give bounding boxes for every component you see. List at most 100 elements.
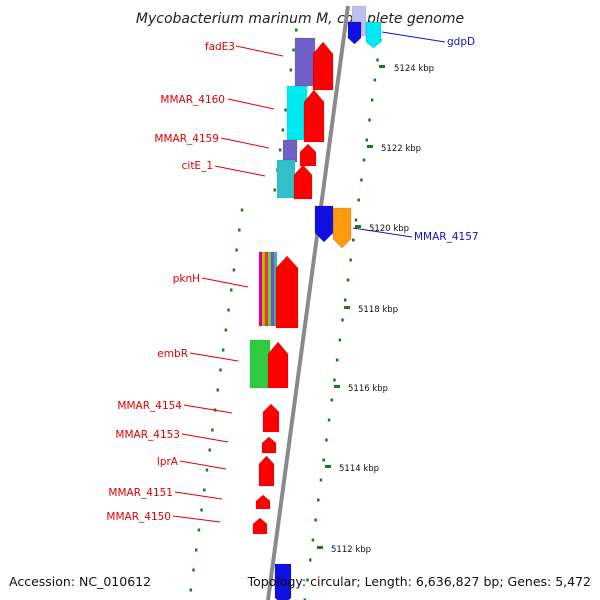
guide-dot <box>208 448 211 452</box>
guide-dot <box>303 598 307 600</box>
tick-label-5114: 5114 kbp <box>339 464 379 474</box>
leader-line <box>381 31 446 43</box>
gene-label-mmar4159[interactable]: MMAR_4159 <box>154 133 219 145</box>
guide-dot <box>360 178 363 182</box>
kbp-ticks <box>317 65 385 549</box>
guide-dot <box>240 208 244 212</box>
gene-box <box>249 339 271 389</box>
guide-dot <box>203 488 206 492</box>
guide-dot <box>343 298 347 302</box>
guide-dot <box>376 58 379 62</box>
guide-dot <box>322 458 325 462</box>
gene-box <box>282 139 298 163</box>
gene-label-mmar4154[interactable]: MMAR_4154 <box>117 400 182 412</box>
gene-label-mmar4160[interactable]: MMAR_4160 <box>160 94 225 106</box>
gene-label-mmar4157[interactable]: MMAR_4157 <box>414 231 479 243</box>
tick-mark <box>334 385 340 388</box>
leader-line <box>174 491 223 500</box>
gene-stripe <box>261 251 266 327</box>
guide-dot <box>362 158 366 162</box>
guide-dot <box>335 358 339 362</box>
gene-arrow <box>347 21 362 45</box>
tick-label-5120: 5120 kbp <box>369 224 409 234</box>
guide-dot <box>295 28 298 32</box>
gene-label-mmar4150[interactable]: MMAR_4150 <box>106 511 171 523</box>
guide-dot <box>221 348 225 352</box>
gene-label-pknh[interactable]: pknH <box>173 273 200 285</box>
guide-dot <box>238 228 241 232</box>
guide-dot <box>368 118 371 122</box>
gene-label-mmar4153[interactable]: MMAR_4153 <box>115 429 180 441</box>
gene-arrow <box>299 143 317 167</box>
gene-label-embr[interactable]: embR <box>157 348 188 360</box>
tick-mark <box>325 465 331 468</box>
guide-dot <box>341 318 344 322</box>
guide-dot <box>235 248 238 252</box>
gene-features <box>249 5 382 600</box>
gene-arrow <box>303 89 325 143</box>
accession-text: Accession: NC_010612 <box>9 574 151 589</box>
gene-label-gdpd[interactable]: gdpD <box>447 36 475 48</box>
guide-dot <box>333 378 336 382</box>
guide-dot <box>219 368 222 372</box>
guide-dot <box>354 218 358 222</box>
guide-dot <box>352 238 355 242</box>
gene-arrow <box>274 563 292 600</box>
tick-label-5122: 5122 kbp <box>381 144 421 154</box>
leader-line <box>183 404 233 414</box>
guide-dot <box>205 468 209 472</box>
genome-backbone <box>266 5 350 600</box>
guide-dot <box>192 568 195 572</box>
guide-dot <box>365 138 369 142</box>
genome-title: Mycobacterium marinum M, complete genome <box>136 11 464 27</box>
guide-dot <box>338 338 342 342</box>
label-leaders <box>172 31 446 523</box>
guide-dot <box>281 128 285 132</box>
tick-label-5116: 5116 kbp <box>348 384 388 394</box>
guide-dot <box>308 558 312 562</box>
leader-line <box>352 227 413 238</box>
tick-mark <box>344 306 350 309</box>
gene-label-cite1[interactable]: citE_1 <box>182 160 213 172</box>
gene-arrow <box>332 207 352 249</box>
guide-dot <box>284 108 287 112</box>
tick-label-5118: 5118 kbp <box>358 305 398 315</box>
gene-label-mmar4151[interactable]: MMAR_4151 <box>108 487 173 499</box>
leader-line <box>214 165 266 177</box>
gene-arrow <box>365 21 382 49</box>
gene-stripe <box>258 251 263 327</box>
guide-dot <box>232 268 236 272</box>
guide-dot <box>189 588 193 592</box>
gene-label-lpra[interactable]: lprA <box>157 456 179 468</box>
gene-arrow <box>255 494 271 510</box>
gene-stripe <box>264 251 269 327</box>
guide-dot <box>311 538 315 542</box>
guide-dot <box>227 308 230 312</box>
leader-line <box>189 352 239 362</box>
guide-dot <box>357 198 360 202</box>
gene-arrow <box>314 205 334 243</box>
guide-dot <box>229 288 233 292</box>
guide-dot <box>216 388 220 392</box>
gene-arrow <box>312 41 334 91</box>
gene-arrow <box>261 436 277 454</box>
guide-dot <box>314 518 317 522</box>
gene-label-fade3[interactable]: fadE3 <box>205 41 235 53</box>
tick-mark <box>367 145 373 148</box>
guide-dot <box>224 328 228 332</box>
guide-dot <box>373 78 377 82</box>
guide-dot <box>330 398 334 402</box>
gene-arrow <box>258 455 275 487</box>
guide-dot <box>292 48 295 52</box>
leader-line <box>179 460 227 470</box>
gene-box <box>276 159 296 199</box>
leader-line <box>220 137 270 149</box>
guide-dot <box>289 68 293 72</box>
guide-dot <box>306 578 309 582</box>
tick-mark <box>355 225 361 228</box>
tick-label-5124: 5124 kbp <box>394 64 434 74</box>
guide-dot <box>273 188 276 192</box>
gene-stripe <box>267 251 272 327</box>
leader-line <box>181 433 229 443</box>
